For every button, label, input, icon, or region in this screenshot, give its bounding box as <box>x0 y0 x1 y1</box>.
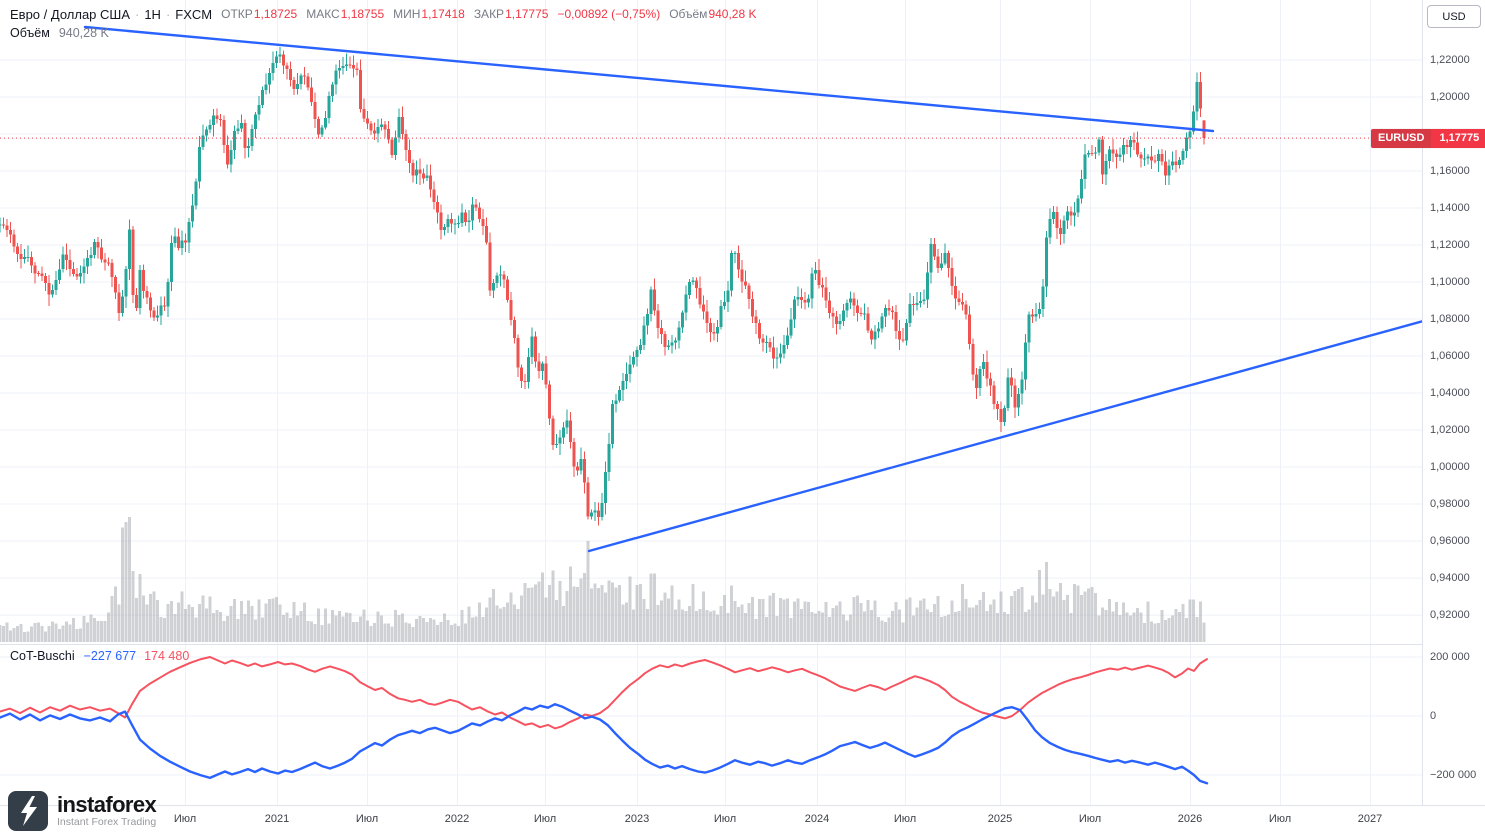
volume-label: Объём <box>669 7 708 21</box>
symbol-title[interactable]: Евро / Доллар США <box>10 6 130 22</box>
separator-dot: · <box>165 6 171 22</box>
cot-axis-label: 200 000 <box>1430 651 1470 663</box>
price-axis-label: 1,20000 <box>1430 91 1470 103</box>
time-axis[interactable]: Июл 2021 Июл 2022 Июл 2023 Июл 2024 Июл 2025 Июл 20… <box>0 805 1485 835</box>
price-axis-label: 1,16000 <box>1430 165 1470 177</box>
high-label: МАКС <box>306 7 340 21</box>
currency-button[interactable]: USD <box>1427 5 1481 28</box>
cot-blue-value: −227 677 <box>83 649 137 663</box>
time-axis-label: 2027 <box>1357 813 1383 825</box>
trendline-ascending-support[interactable] <box>587 318 1422 553</box>
time-axis-label: Июл <box>355 813 379 825</box>
price-axis-label: 0,94000 <box>1430 572 1470 585</box>
cot-blue-line <box>0 703 1209 785</box>
volume-legend-row: Объём 940,28 K <box>10 24 756 42</box>
ohlc-high: МАКС 1,18755 <box>306 7 384 21</box>
price-axis-label: 1,22000 <box>1430 54 1470 66</box>
low-label: МИН <box>393 7 421 21</box>
volume-value: 940,28 K <box>708 7 757 21</box>
logo-tagline: Instant Forex Trading <box>57 815 157 828</box>
open-value: 1,18725 <box>253 7 298 21</box>
cot-axis-label: 0 <box>1430 710 1437 722</box>
low-value: 1,17418 <box>421 7 465 21</box>
badge-price: 1,17775 <box>1431 128 1485 148</box>
cot-red-value: 174 480 <box>144 649 190 663</box>
time-axis-label: Июл <box>1268 813 1292 825</box>
price-axis-label: 1,00000 <box>1430 461 1470 473</box>
time-axis-label: 2021 <box>264 813 290 825</box>
price-axis-label: 1,06000 <box>1430 350 1470 362</box>
close-label: ЗАКР <box>473 7 505 21</box>
badge-symbol: EURUSD <box>1371 128 1432 148</box>
instaforex-logo-text: instaforex Instant Forex Trading <box>57 791 157 829</box>
change-value: −0,00892 (−0,75%) <box>557 7 661 21</box>
time-axis-label: Июл <box>533 813 557 825</box>
chart-legend: Евро / Доллар США · 1Н · FXCM ОТКР 1,1872… <box>10 5 756 42</box>
time-axis-label: Июл <box>173 813 197 825</box>
price-axis-label: 1,12000 <box>1430 239 1470 251</box>
price-axis-label: 0,98000 <box>1430 498 1470 510</box>
time-axis-label: Июл <box>893 813 917 825</box>
chart-canvas[interactable] <box>0 0 1422 805</box>
cot-axis-label: −200 000 <box>1430 769 1477 781</box>
open-label: ОТКР <box>221 7 253 21</box>
symbol-legend-row: Евро / Доллар США · 1Н · FXCM ОТКР 1,1872… <box>10 5 756 23</box>
price-axis-label: 1,04000 <box>1430 387 1470 399</box>
time-axis-label: 2024 <box>804 813 830 825</box>
price-axis-label: 1,14000 <box>1430 202 1470 214</box>
cot-indicator-title[interactable]: CoT-Buschi <box>10 649 75 663</box>
price-axis[interactable]: USD 1,22000 1,20000 1,16000 1,14000 1,12000 1… <box>1422 0 1485 805</box>
price-axis-label: 0,92000 <box>1430 609 1470 622</box>
time-axis-label: Июл <box>713 813 737 825</box>
volume-indicator-value: 940,28 K <box>58 26 109 40</box>
close-value: 1,17775 <box>505 7 549 21</box>
time-axis-label: Июл <box>1078 813 1102 825</box>
volume-bars <box>0 517 1206 642</box>
logo-name: instaforex <box>57 791 157 817</box>
price-axis-label: 1,02000 <box>1430 424 1470 436</box>
price-axis-label: 1,10000 <box>1430 276 1470 288</box>
ohlc-close: ЗАКР 1,17775 <box>474 7 549 21</box>
instaforex-logo: instaforex Instant Forex Trading <box>8 791 157 831</box>
timeframe-label[interactable]: 1Н <box>144 6 161 22</box>
high-value: 1,18755 <box>340 7 385 21</box>
volume-indicator-title[interactable]: Объём <box>10 26 50 40</box>
time-axis-label: 2026 <box>1177 813 1203 825</box>
current-price-badge: EURUSD 1,17775 <box>1371 128 1485 148</box>
price-axis-label: 1,08000 <box>1430 313 1470 325</box>
cot-legend: CoT-Buschi −227 677 174 480 <box>10 649 189 663</box>
price-axis-label: 0,96000 <box>1430 535 1470 547</box>
volume-inline: Объём 940,28 K <box>669 7 756 21</box>
time-axis-label: 2023 <box>624 813 650 825</box>
separator-dot: · <box>134 6 140 22</box>
ohlc-open: ОТКР 1,18725 <box>221 7 297 21</box>
time-axis-label: 2025 <box>987 813 1013 825</box>
ohlc-low: МИН 1,17418 <box>393 7 465 21</box>
trendline-descending-resistance[interactable] <box>83 25 1215 133</box>
instaforex-logo-icon <box>8 791 48 831</box>
time-axis-label: 2022 <box>444 813 470 825</box>
exchange-label[interactable]: FXCM <box>175 6 213 22</box>
candles-layer <box>0 47 1206 526</box>
